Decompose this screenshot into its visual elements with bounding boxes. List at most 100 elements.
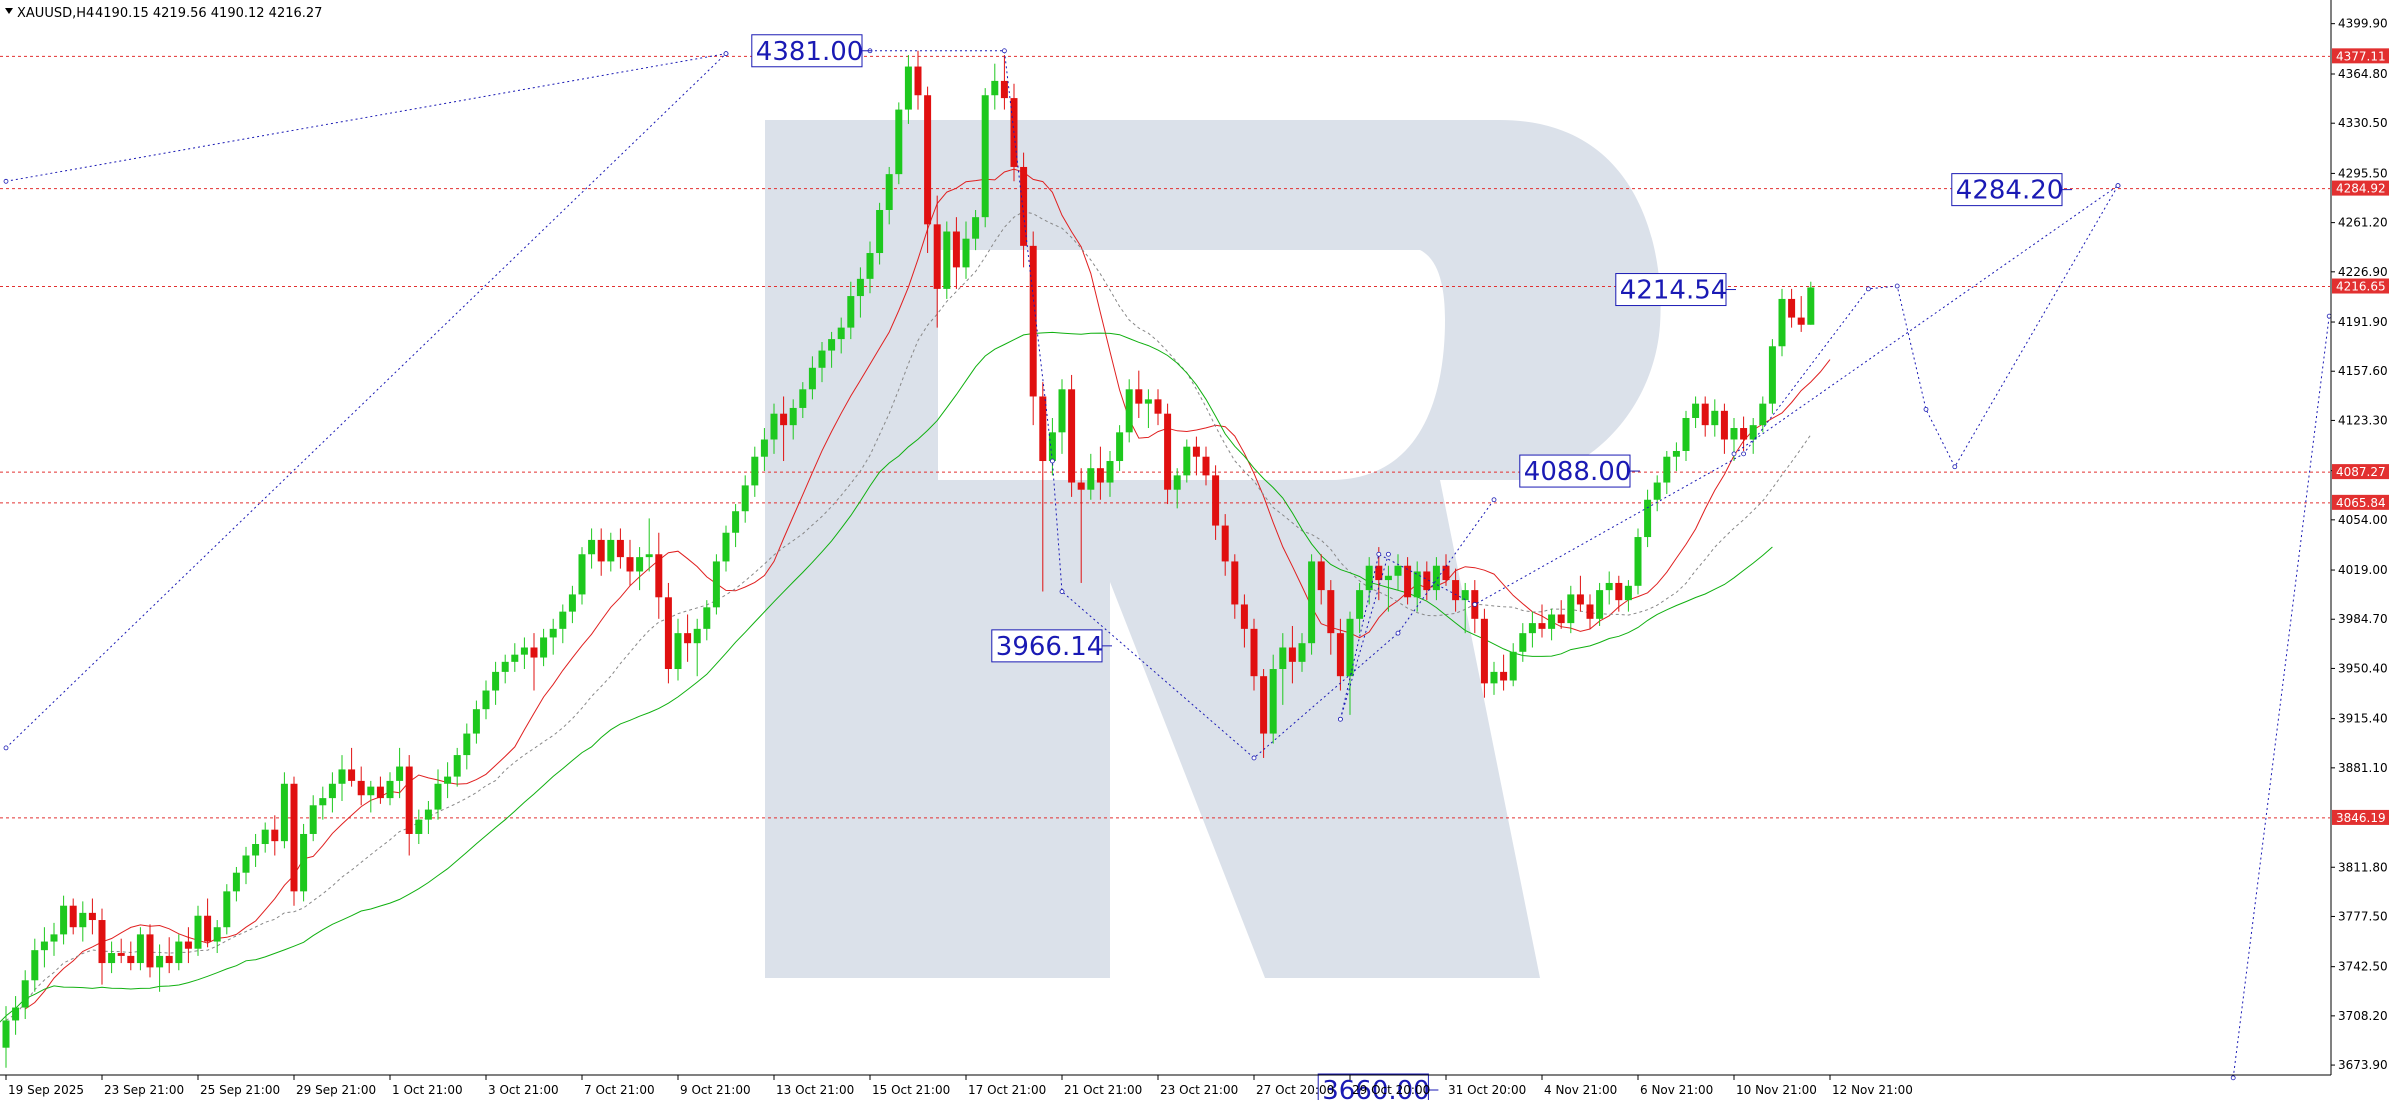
forecast-node xyxy=(1395,630,1401,636)
forecast-node xyxy=(723,51,729,57)
candle xyxy=(972,209,980,251)
level-price-tag xyxy=(2332,464,2389,480)
forecast-node xyxy=(1952,464,1958,470)
candle xyxy=(914,50,922,110)
candle-body xyxy=(1740,428,1748,440)
candle xyxy=(1788,288,1796,328)
candle xyxy=(1653,475,1661,512)
candle xyxy=(1077,468,1085,583)
candle-body xyxy=(789,407,797,426)
candle-body xyxy=(1778,298,1786,347)
candle xyxy=(1759,396,1767,433)
forecast-node xyxy=(3,745,9,751)
candle-body xyxy=(348,769,356,781)
candle xyxy=(943,221,951,299)
candle-body xyxy=(1413,571,1421,598)
candle-body xyxy=(559,611,567,629)
candle xyxy=(722,525,730,572)
candle-body xyxy=(568,594,576,612)
candle xyxy=(1154,389,1162,426)
candle-body xyxy=(117,953,125,956)
candle xyxy=(69,898,77,935)
candle-body xyxy=(1048,432,1056,462)
candle-body xyxy=(924,95,932,225)
candle xyxy=(607,532,615,572)
y-tick-label: 4399.90 xyxy=(2338,17,2388,31)
candle-body xyxy=(1538,623,1546,629)
candle xyxy=(232,866,240,902)
candle-body xyxy=(549,628,557,638)
candle xyxy=(559,604,567,644)
candle xyxy=(1135,370,1143,418)
candle xyxy=(588,528,596,569)
level-price-tag xyxy=(2332,494,2389,510)
forecast-node xyxy=(1002,48,1007,54)
candle xyxy=(1058,379,1066,454)
x-tick-label: 6 Nov 21:00 xyxy=(1640,1083,1713,1097)
candle xyxy=(1663,450,1671,495)
candle-body xyxy=(1308,561,1316,644)
candle xyxy=(280,772,288,849)
candle-body xyxy=(1116,432,1124,462)
level-price-label: 4216.65 xyxy=(2336,280,2386,294)
y-tick-label: 4019.00 xyxy=(2338,563,2388,577)
candle xyxy=(1576,575,1584,612)
candle xyxy=(1288,625,1296,684)
candle-body xyxy=(290,783,298,892)
forecast-node xyxy=(1386,551,1391,557)
level-price-tag xyxy=(2332,48,2389,64)
candle xyxy=(1480,608,1488,698)
candle-body xyxy=(1576,594,1584,605)
candle-body xyxy=(1298,643,1306,662)
candle-body xyxy=(904,66,912,110)
ohlc-readout: 4190.15 4219.56 4190.12 4216.27 xyxy=(95,6,322,21)
candle xyxy=(1624,580,1632,612)
candle-body xyxy=(1730,428,1738,440)
candle-body xyxy=(1452,580,1460,601)
candle-body xyxy=(741,485,749,512)
candle xyxy=(876,202,884,265)
candle-body xyxy=(1759,403,1767,426)
x-tick-label: 4 Nov 21:00 xyxy=(1544,1083,1617,1097)
candle xyxy=(1413,561,1421,612)
candle-body xyxy=(664,597,672,670)
candle xyxy=(885,166,893,225)
candle xyxy=(242,846,250,885)
candle-body xyxy=(1173,475,1181,490)
candle-body xyxy=(1634,537,1642,586)
collapse-triangle-icon[interactable] xyxy=(5,8,13,14)
candle xyxy=(463,723,471,770)
x-tick-label: 10 Nov 21:00 xyxy=(1736,1083,1817,1097)
y-tick-label: 3950.40 xyxy=(2338,661,2388,675)
candle xyxy=(703,600,711,641)
candle xyxy=(1212,465,1220,540)
candle xyxy=(117,938,125,964)
candle-body xyxy=(319,798,327,806)
candle-body xyxy=(981,95,989,218)
candle-body xyxy=(1384,575,1392,581)
candle xyxy=(1548,608,1556,641)
candle-body xyxy=(232,872,240,892)
candle xyxy=(1279,633,1287,705)
candle xyxy=(1768,339,1776,414)
ma-green-line xyxy=(0,331,1773,1023)
candle-body xyxy=(540,637,548,658)
candle xyxy=(674,618,682,681)
price-annotation: 4214.54 xyxy=(1615,273,1736,307)
forecast-node xyxy=(1376,551,1382,557)
candle-body xyxy=(1317,561,1325,591)
forecast-node xyxy=(1338,716,1343,722)
candle-body xyxy=(1528,623,1536,634)
candle-body xyxy=(703,607,711,629)
candle-body xyxy=(1404,565,1412,598)
forecast-node xyxy=(1491,497,1497,503)
candle-body xyxy=(933,224,941,289)
candle xyxy=(1183,439,1191,483)
level-price-label: 4087.27 xyxy=(2336,465,2386,479)
candle-body xyxy=(1548,614,1556,629)
price-annotation: 4284.20 xyxy=(1951,173,2072,207)
candle xyxy=(290,776,298,906)
candle-body xyxy=(684,633,692,644)
